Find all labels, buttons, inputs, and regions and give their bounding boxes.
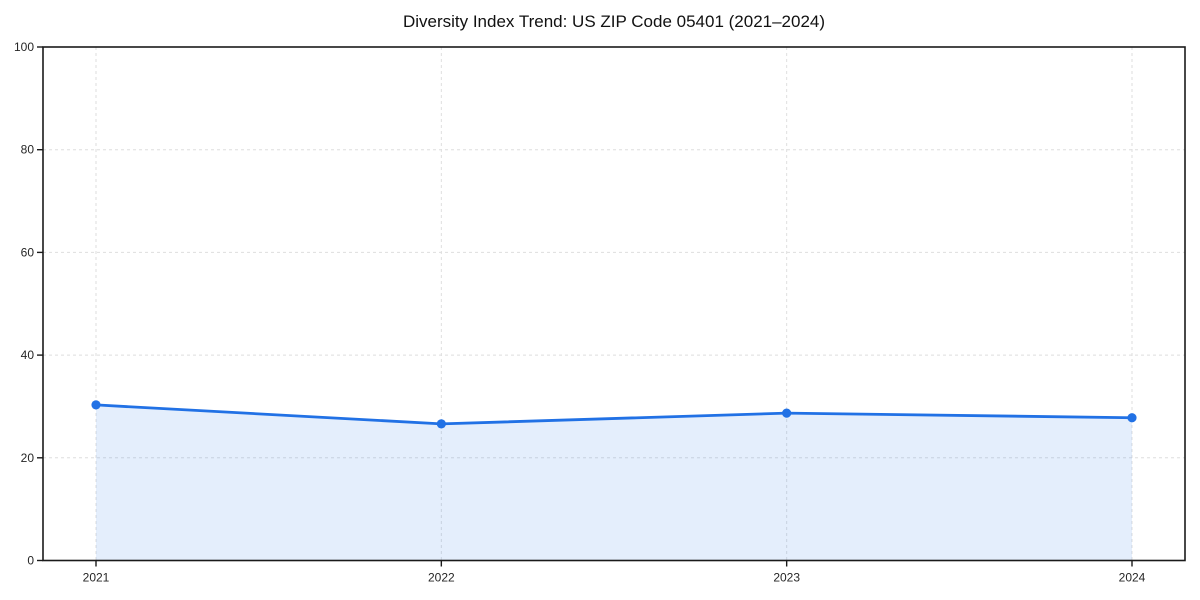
area-fill [96, 404, 1132, 561]
y-tick-label: 60 [21, 245, 35, 259]
y-tick-label: 40 [21, 348, 35, 362]
data-point-2024 [1127, 413, 1137, 423]
y-tick-label: 80 [21, 143, 35, 157]
y-tick-label: 0 [27, 554, 34, 568]
x-tick-label: 2022 [428, 571, 455, 585]
data-point-2023 [782, 408, 792, 418]
plot-border [42, 46, 1186, 562]
series-line [94, 403, 1134, 426]
x-tick-label: 2023 [773, 571, 800, 585]
chart-title: Diversity Index Trend: US ZIP Code 05401… [402, 12, 826, 31]
y-tick-label: 20 [21, 451, 35, 465]
data-point-2021 [91, 400, 101, 410]
x-tick-label: 2024 [1119, 571, 1146, 585]
x-tick-label: 2021 [83, 571, 110, 585]
y-tick-label: 100 [14, 40, 34, 54]
data-point-2022 [436, 419, 446, 429]
